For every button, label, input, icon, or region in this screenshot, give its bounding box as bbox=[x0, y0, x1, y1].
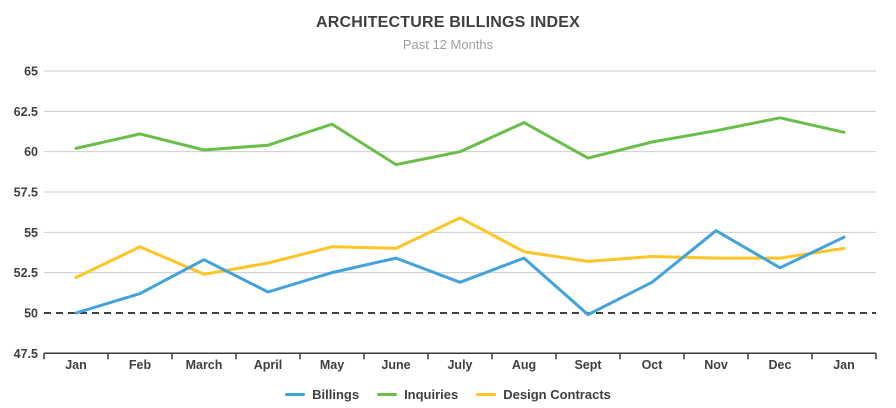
x-tick-label: Nov bbox=[704, 358, 728, 372]
x-tick-label: Oct bbox=[642, 358, 664, 372]
billings-legend-marker-icon bbox=[285, 393, 306, 396]
series-line-design-contracts bbox=[74, 216, 846, 279]
x-tick-label: July bbox=[447, 358, 472, 372]
series-line-inquiries bbox=[74, 116, 846, 167]
legend-item-design-contracts[interactable]: Design Contracts bbox=[476, 387, 611, 402]
x-tick-label: May bbox=[320, 358, 344, 372]
y-tick-label: 55 bbox=[24, 226, 38, 240]
chart-legend: Billings Inquiries Design Contracts bbox=[0, 387, 896, 402]
y-tick-label: 50 bbox=[24, 306, 38, 320]
x-axis: Jan Feb March April May June July Aug Sept Oct Nov… bbox=[43, 353, 877, 372]
y-axis-labels: 47.5 50 52.5 55 57.5 60 62.5 65 bbox=[14, 65, 38, 361]
legend-label-billings: Billings bbox=[312, 387, 360, 402]
chart-title: ARCHITECTURE BILLINGS INDEX bbox=[315, 14, 581, 31]
legend-label-design-contracts: Design Contracts bbox=[503, 387, 611, 402]
x-tick-label: Jan bbox=[65, 358, 87, 372]
y-tick-label: 65 bbox=[24, 65, 38, 79]
x-tick-label: March bbox=[186, 358, 223, 372]
gridlines bbox=[44, 70, 876, 355]
x-tick-label: Dec bbox=[769, 358, 792, 372]
y-tick-label: 62.5 bbox=[14, 105, 38, 119]
series-lines bbox=[74, 116, 846, 317]
x-tick-label: Aug bbox=[512, 358, 536, 372]
inquiries-legend-marker-icon bbox=[377, 393, 398, 396]
y-tick-label: 60 bbox=[24, 145, 38, 159]
legend-item-billings[interactable]: Billings bbox=[285, 387, 359, 402]
x-tick-label: Feb bbox=[129, 358, 152, 372]
legend-label-inquiries: Inquiries bbox=[404, 387, 459, 402]
x-tick-label: Sept bbox=[574, 358, 602, 372]
legend-item-inquiries[interactable]: Inquiries bbox=[377, 387, 458, 402]
y-tick-label: 52.5 bbox=[14, 266, 38, 280]
y-tick-label: 47.5 bbox=[14, 347, 38, 361]
x-tick-label: Jan bbox=[833, 358, 855, 372]
chart-subtitle: Past 12 Months bbox=[402, 37, 494, 52]
x-tick-label: June bbox=[381, 358, 410, 372]
design-contracts-legend-marker-icon bbox=[476, 393, 497, 396]
x-tick-label: April bbox=[254, 358, 282, 372]
y-tick-label: 57.5 bbox=[14, 185, 38, 199]
series-line-billings bbox=[74, 229, 846, 317]
